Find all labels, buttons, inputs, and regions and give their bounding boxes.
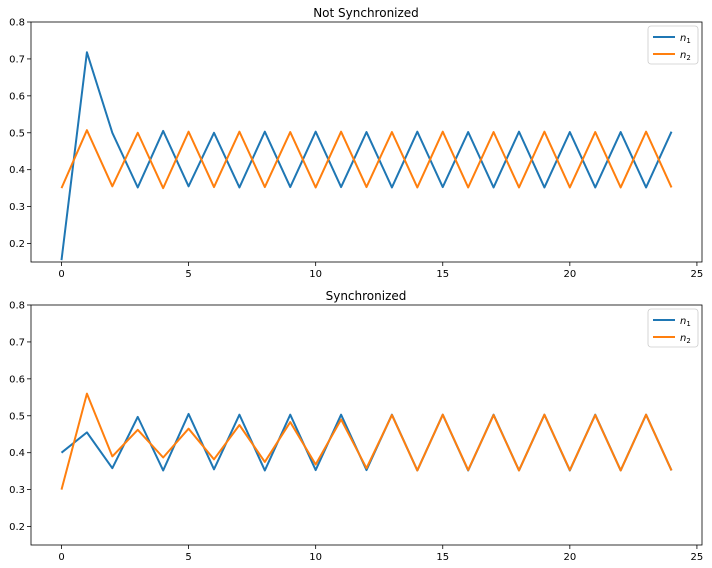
x-tick-label: 5 (185, 552, 191, 563)
y-tick-label: 0.4 (9, 165, 25, 176)
y-tick-label: 0.4 (9, 448, 25, 459)
x-tick-label: 5 (185, 269, 191, 280)
y-tick-label: 0.3 (9, 202, 25, 213)
x-tick-label: 0 (58, 552, 64, 563)
y-tick-label: 0.8 (9, 18, 25, 29)
y-tick-label: 0.7 (9, 337, 25, 348)
legend-label-n2: n2 (680, 50, 691, 62)
series-line-n1 (60, 51, 673, 261)
chart-panel-synchronized: Synchronized 0 5 10 15 20 25 0.20.30.40.50.60… (9, 289, 703, 563)
series-lines (60, 392, 673, 490)
legend-label-n1: n1 (680, 33, 691, 45)
x-axis-ticks: 0 5 10 15 20 25 (58, 545, 703, 563)
legend-label-subscript: 1 (686, 320, 690, 328)
series-lines (60, 51, 673, 261)
legend: n1 n2 (647, 25, 699, 65)
legend-label-n1: n1 (680, 316, 691, 328)
y-tick-label: 0.5 (9, 411, 25, 422)
y-axis-ticks: 0.2 0.3 0.4 0.5 0.6 0.7 0.8 (9, 18, 31, 250)
x-tick-label: 10 (309, 269, 322, 280)
legend: n1 n2 (647, 308, 699, 348)
chart-title: Synchronized (326, 289, 407, 303)
plot-area (30, 21, 703, 263)
x-tick-label: 25 (691, 552, 704, 563)
y-tick-label: 0.3 (9, 485, 25, 496)
y-axis-ticks: 0.2 0.3 0.4 0.5 0.6 0.7 0.8 (9, 301, 31, 533)
x-tick-label: 25 (691, 269, 704, 280)
x-tick-label: 15 (436, 552, 449, 563)
x-axis-ticks: 0 5 10 15 20 25 (58, 262, 703, 280)
y-tick-label: 0.7 (9, 54, 25, 65)
legend-label-subscript: 1 (686, 37, 690, 45)
y-tick-label: 0.5 (9, 128, 25, 139)
chart-title: Not Synchronized (313, 6, 419, 20)
plot-area (30, 304, 703, 546)
legend-label-n2: n2 (680, 333, 691, 345)
x-tick-label: 20 (563, 552, 576, 563)
y-tick-label: 0.6 (9, 91, 25, 102)
series-line-n2 (60, 129, 673, 190)
y-tick-label: 0.8 (9, 301, 25, 312)
x-tick-label: 0 (58, 269, 64, 280)
axes-frame (30, 304, 703, 546)
y-tick-label: 0.2 (9, 522, 25, 533)
legend-label-subscript: 2 (686, 54, 690, 62)
x-tick-label: 20 (563, 269, 576, 280)
legend-label-subscript: 2 (686, 337, 690, 345)
x-tick-label: 10 (309, 552, 322, 563)
y-tick-label: 0.6 (9, 374, 25, 385)
y-tick-label: 0.2 (9, 239, 25, 250)
chart-panel-not-synchronized: Not Synchronized 0 5 10 15 20 25 0.2 0.3 0.4 0.5… (9, 6, 703, 280)
series-line-n2 (60, 392, 673, 490)
x-tick-label: 15 (436, 269, 449, 280)
axes-frame (30, 21, 703, 263)
